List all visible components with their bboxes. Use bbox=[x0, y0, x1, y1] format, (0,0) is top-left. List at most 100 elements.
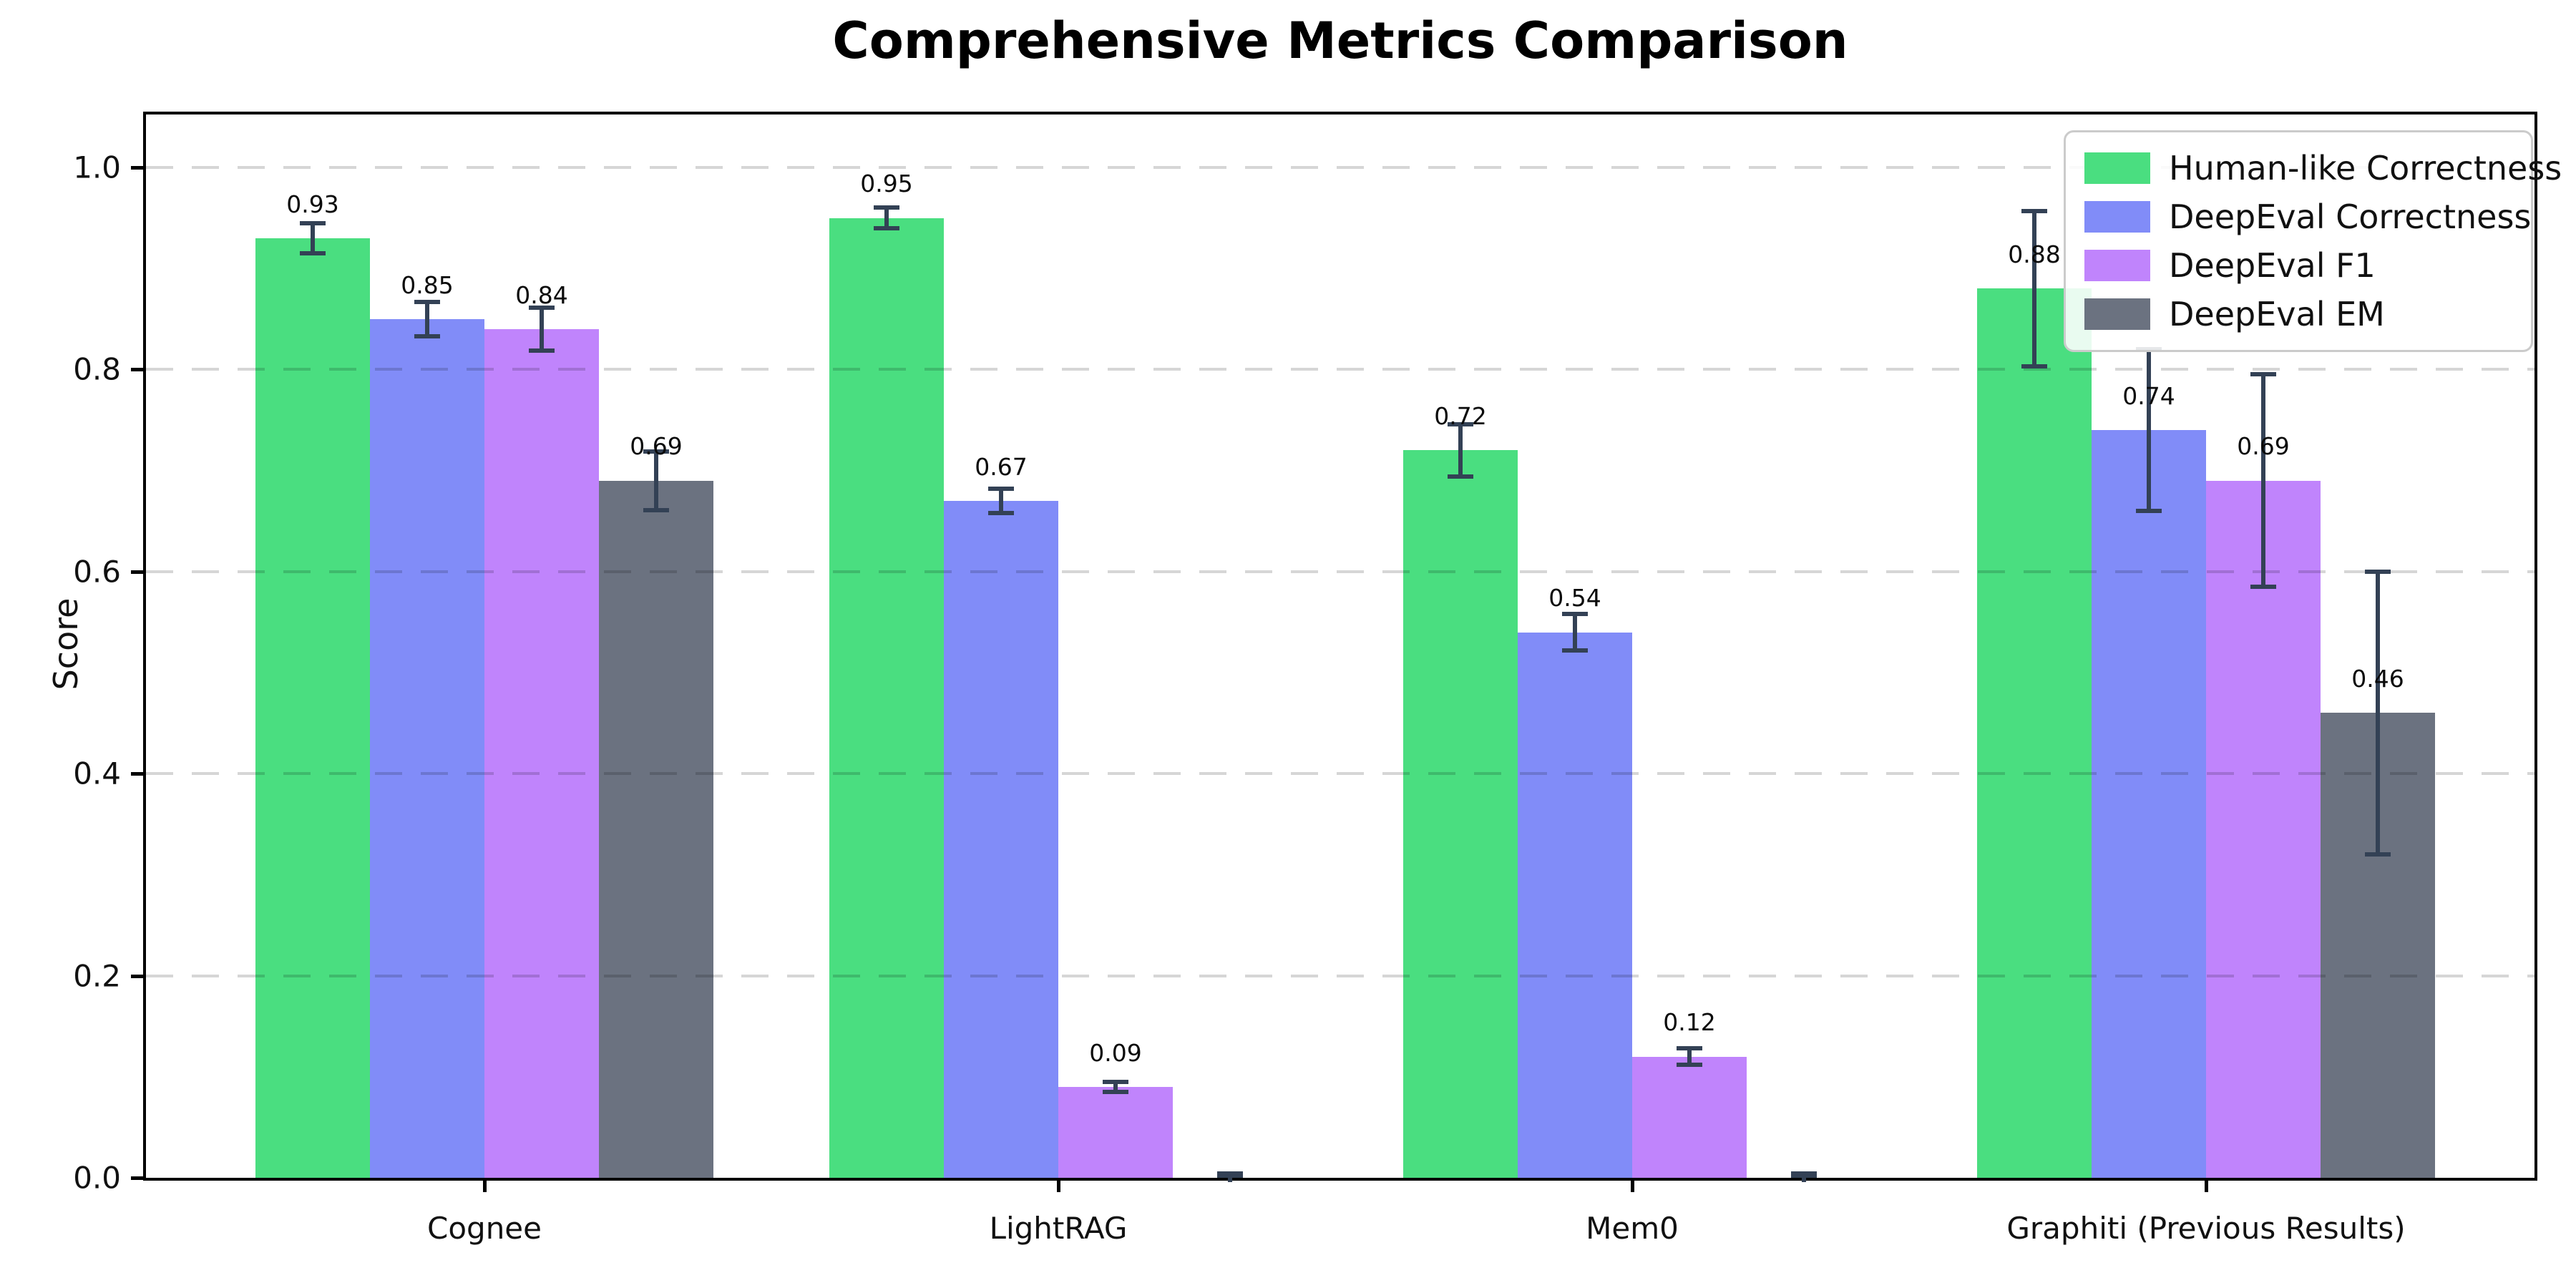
chart-title: Comprehensive Metrics Comparison bbox=[832, 11, 1848, 70]
bar-value-label: 0.67 bbox=[975, 452, 1028, 481]
y-tick-label: 1.0 bbox=[73, 150, 121, 185]
bar-value-label: 0.69 bbox=[630, 432, 683, 461]
bar-value-label: 0.74 bbox=[2122, 381, 2175, 410]
error-bar bbox=[1573, 614, 1577, 650]
error-bar-cap bbox=[300, 220, 326, 225]
error-bar-cap bbox=[1791, 1174, 1817, 1178]
x-tick bbox=[2205, 1181, 2208, 1192]
error-bar bbox=[2261, 374, 2265, 587]
error-bar-cap bbox=[874, 205, 899, 210]
y-tick bbox=[131, 974, 143, 978]
error-bar-cap bbox=[988, 510, 1014, 515]
error-bar-cap bbox=[1677, 1062, 1702, 1067]
error-bar bbox=[311, 223, 315, 254]
error-bar-cap bbox=[2365, 569, 2391, 574]
error-bar bbox=[540, 308, 544, 351]
bar-value-label: 0.72 bbox=[1434, 402, 1487, 431]
legend-label: DeepEval Correctness bbox=[2169, 197, 2532, 236]
x-tick bbox=[1631, 1181, 1634, 1192]
error-bar-cap bbox=[529, 348, 555, 353]
legend-item: DeepEval F1 bbox=[2066, 241, 2531, 290]
y-tick bbox=[131, 368, 143, 372]
bar bbox=[1518, 632, 1632, 1178]
error-bar-cap bbox=[1562, 612, 1588, 617]
bar-value-label: 0.95 bbox=[860, 170, 913, 198]
error-bar-cap bbox=[2250, 584, 2276, 589]
error-bar bbox=[1113, 1081, 1118, 1092]
y-tick-label: 0.8 bbox=[73, 351, 121, 387]
error-bar bbox=[999, 489, 1003, 513]
y-tick bbox=[131, 570, 143, 574]
legend-swatch bbox=[2084, 298, 2150, 330]
bar bbox=[255, 238, 370, 1178]
y-tick-label: 0.2 bbox=[73, 958, 121, 994]
y-tick bbox=[131, 1176, 143, 1180]
legend-item: Human-like Correctness bbox=[2066, 144, 2562, 192]
error-bar-cap bbox=[414, 333, 440, 338]
error-bar-cap bbox=[2021, 364, 2047, 369]
bar bbox=[829, 218, 944, 1178]
legend-swatch bbox=[2084, 201, 2150, 233]
error-bar-cap bbox=[529, 306, 555, 311]
bar bbox=[484, 328, 599, 1178]
legend-swatch bbox=[2084, 250, 2150, 281]
error-bar-cap bbox=[414, 299, 440, 304]
bar bbox=[1632, 1056, 1747, 1178]
error-bar-cap bbox=[1448, 474, 1473, 479]
error-bar-cap bbox=[1448, 421, 1473, 426]
error-bar-cap bbox=[1217, 1174, 1243, 1178]
error-bar-cap bbox=[1562, 648, 1588, 653]
error-bar-cap bbox=[2250, 372, 2276, 377]
bar bbox=[1403, 450, 1518, 1178]
legend-label: DeepEval F1 bbox=[2169, 246, 2376, 285]
bar bbox=[944, 500, 1058, 1178]
x-tick-label: Mem0 bbox=[1586, 1211, 1679, 1246]
error-bar bbox=[654, 451, 658, 510]
legend-swatch bbox=[2084, 152, 2150, 184]
error-bar bbox=[2032, 210, 2036, 367]
y-tick-label: 0.6 bbox=[73, 554, 121, 590]
x-tick-label: Cognee bbox=[427, 1211, 542, 1246]
bar-value-label: 0.93 bbox=[286, 190, 339, 218]
error-bar-cap bbox=[2136, 509, 2162, 514]
error-bar-cap bbox=[1103, 1079, 1128, 1084]
error-bar-cap bbox=[300, 251, 326, 256]
legend-item: DeepEval EM bbox=[2066, 290, 2531, 338]
error-bar bbox=[1458, 424, 1463, 477]
x-tick bbox=[483, 1181, 487, 1192]
error-bar-cap bbox=[2365, 852, 2391, 857]
y-axis-label: Score bbox=[47, 597, 85, 691]
legend-label: DeepEval EM bbox=[2169, 295, 2385, 333]
error-bar bbox=[425, 301, 429, 336]
legend-label: Human-like Correctness bbox=[2169, 149, 2562, 187]
error-bar-cap bbox=[643, 507, 669, 512]
bar-value-label: 0.85 bbox=[401, 270, 454, 299]
error-bar-cap bbox=[874, 225, 899, 230]
error-bar-cap bbox=[2021, 208, 2047, 213]
error-bar-cap bbox=[1103, 1089, 1128, 1094]
error-bar bbox=[2147, 349, 2151, 512]
error-bar-cap bbox=[1677, 1046, 1702, 1051]
y-tick bbox=[131, 772, 143, 776]
error-bar-cap bbox=[988, 487, 1014, 492]
y-tick bbox=[131, 166, 143, 170]
bar-value-label: 0.88 bbox=[2008, 240, 2061, 269]
bar bbox=[1977, 288, 2092, 1178]
x-tick-label: Graphiti (Previous Results) bbox=[2006, 1211, 2406, 1246]
error-bar-cap bbox=[643, 449, 669, 454]
bar-value-label: 0.54 bbox=[1548, 584, 1601, 613]
bar bbox=[1058, 1086, 1173, 1178]
bar bbox=[2092, 430, 2206, 1178]
y-tick-label: 0.0 bbox=[73, 1160, 121, 1196]
bar-value-label: 0.84 bbox=[515, 280, 568, 309]
legend-item: DeepEval Correctness bbox=[2066, 192, 2531, 241]
legend: Human-like Correctness DeepEval Correctne… bbox=[2064, 130, 2562, 352]
bar-value-label: 0.69 bbox=[2237, 432, 2290, 461]
error-bar bbox=[2376, 571, 2380, 855]
bar-value-label: 0.46 bbox=[2351, 665, 2404, 693]
bar bbox=[599, 480, 713, 1178]
error-bar bbox=[1687, 1048, 1692, 1065]
error-bar bbox=[884, 208, 889, 228]
x-tick bbox=[1057, 1181, 1060, 1192]
